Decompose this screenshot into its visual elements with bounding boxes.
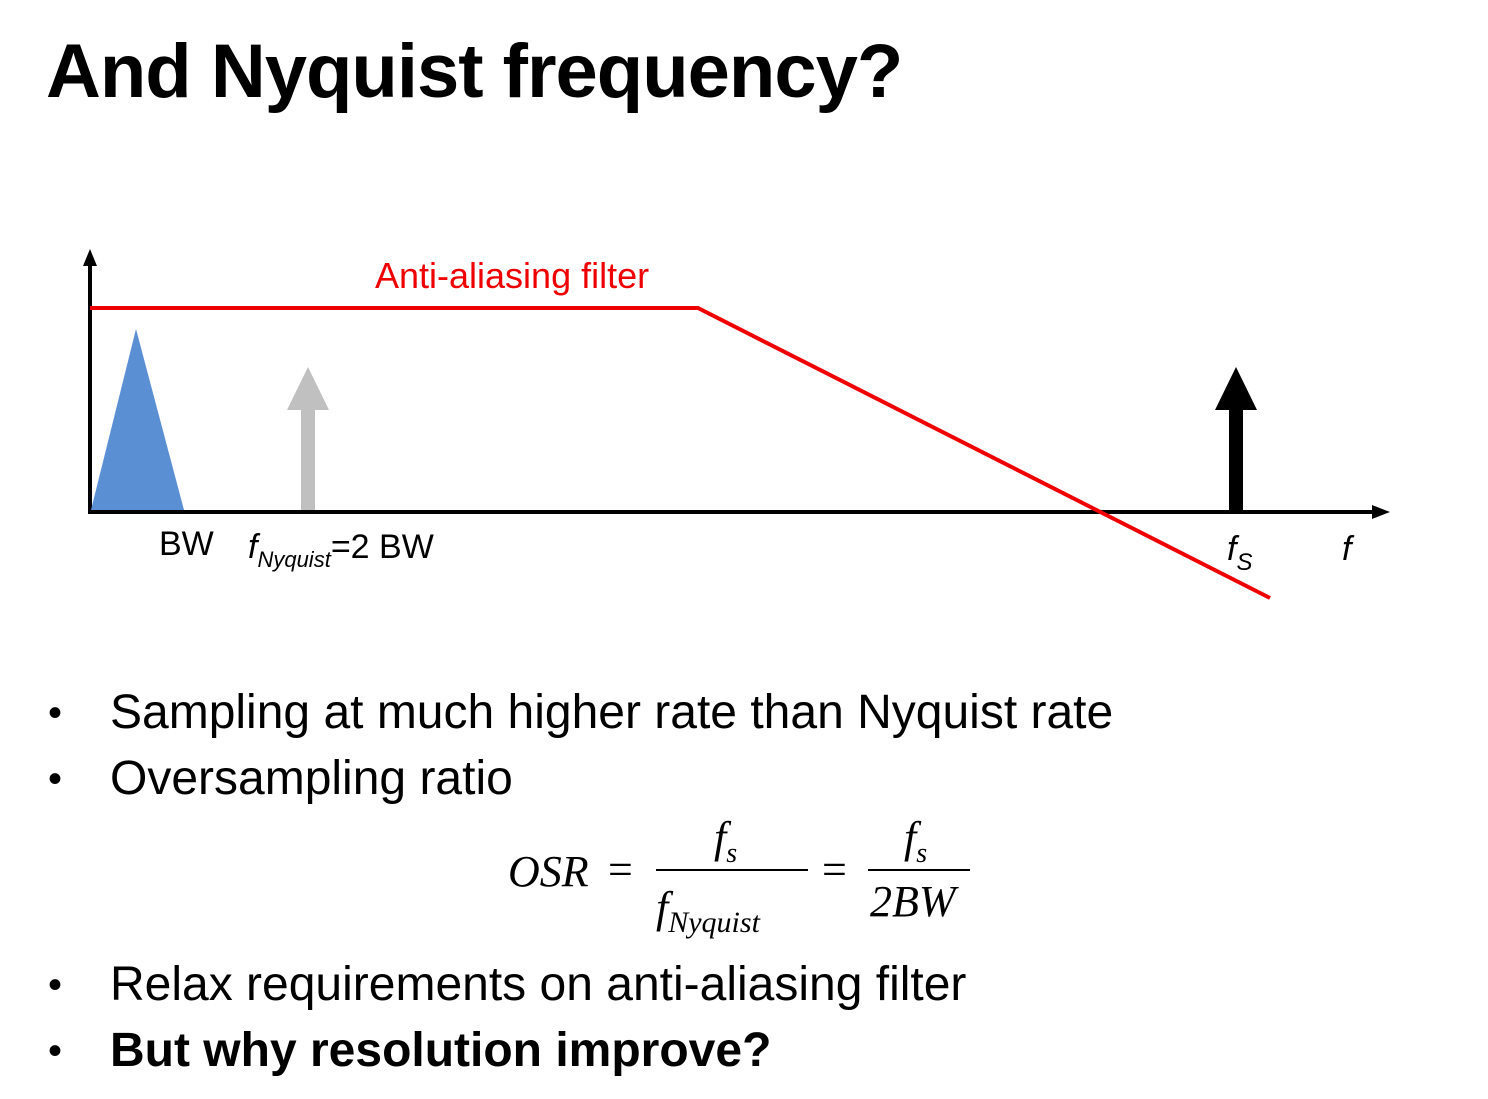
- formula-num1-f: f: [714, 813, 727, 862]
- formula-numerator-2: fs: [904, 812, 927, 870]
- bullet-item: • Sampling at much higher rate than Nyqui…: [46, 680, 1113, 746]
- formula-num2-f: f: [904, 813, 917, 862]
- formula-numerator-1: fs: [714, 812, 737, 870]
- bullet-text: Sampling at much higher rate than Nyquis…: [110, 686, 1114, 739]
- formula-num1-sub: s: [726, 837, 738, 869]
- bw-label: BW: [159, 525, 214, 563]
- bullet-dot: •: [48, 757, 63, 801]
- formula-lhs: OSR: [508, 847, 589, 896]
- x-axis-label: f: [1342, 530, 1355, 568]
- formula-num2-sub: s: [916, 837, 928, 869]
- bullet-text: But why resolution improve?: [110, 1024, 772, 1077]
- slide-title: And Nyquist frequency?: [46, 29, 903, 114]
- fs-label: fS: [1227, 530, 1252, 576]
- bullet-dot: •: [48, 963, 63, 1007]
- bullet-dot: •: [48, 691, 63, 735]
- osr-formula: OSR = fs fNyquist = fs 2BW: [508, 812, 988, 942]
- y-axis-arrowhead: [83, 249, 97, 266]
- signal-band-triangle: [91, 329, 184, 510]
- nyquist-arrow-head: [287, 367, 329, 410]
- nyquist-label-sub: Nyquist: [257, 547, 331, 572]
- x-axis-arrowhead: [1372, 505, 1390, 519]
- fs-arrow-shaft: [1229, 408, 1243, 512]
- formula-equals-2: =: [822, 845, 847, 894]
- formula-denominator-1: fNyquist: [656, 882, 760, 940]
- bullet-dot: •: [48, 1029, 63, 1073]
- formula-denominator-2: 2BW: [870, 877, 956, 926]
- fraction-bar-2: [868, 869, 970, 871]
- bullet-list: • Sampling at much higher rate than Nyqui…: [46, 680, 1113, 1084]
- fraction-bar-1: [656, 869, 808, 871]
- bullet-item: • Relax requirements on anti-aliasing fil…: [46, 952, 1113, 1018]
- bullet-text: Oversampling ratio: [110, 752, 513, 805]
- fs-arrow-head: [1215, 367, 1257, 410]
- bullet-text: Relax requirements on anti-aliasing filt…: [110, 958, 967, 1011]
- fs-label-sub: S: [1236, 549, 1252, 576]
- filter-label: Anti-aliasing filter: [375, 255, 649, 296]
- bullet-item: • But why resolution improve?: [46, 1018, 1113, 1084]
- formula-den1-sub: Nyquist: [668, 905, 760, 939]
- formula-den1-f: f: [656, 883, 669, 932]
- nyquist-label-rest: =2 BW: [331, 528, 434, 566]
- formula-equals-1: =: [608, 845, 633, 894]
- nyquist-label: fNyquist=2 BW: [248, 528, 434, 572]
- nyquist-arrow-shaft: [301, 408, 315, 510]
- bullet-item: • Oversampling ratio: [46, 746, 1113, 812]
- anti-aliasing-filter-curve: [90, 306, 1271, 600]
